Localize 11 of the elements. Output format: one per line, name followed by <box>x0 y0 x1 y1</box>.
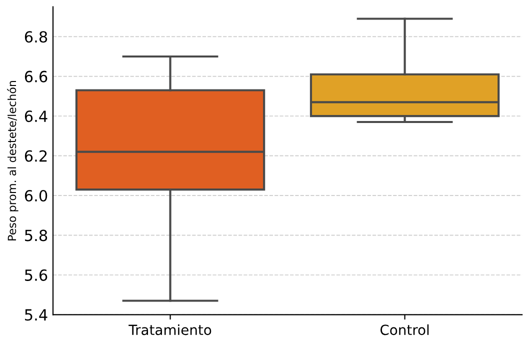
x-tick-label: Tratamiento <box>128 324 212 336</box>
y-axis-title: Peso prom. al destete/lechón <box>7 80 18 240</box>
y-tick-label: 5.8 <box>25 230 48 242</box>
x-tick-label: Control <box>380 324 429 336</box>
y-tick-label: 5.6 <box>25 269 48 281</box>
y-tick-label: 6.0 <box>24 190 48 202</box>
y-tick-label: 5.4 <box>25 309 48 321</box>
y-tick-label: 6.4 <box>24 110 48 122</box>
y-tick-label: 6.8 <box>24 31 48 43</box>
y-tick-label: 6.2 <box>24 150 47 162</box>
y-tick-label: 6.6 <box>24 70 48 82</box>
